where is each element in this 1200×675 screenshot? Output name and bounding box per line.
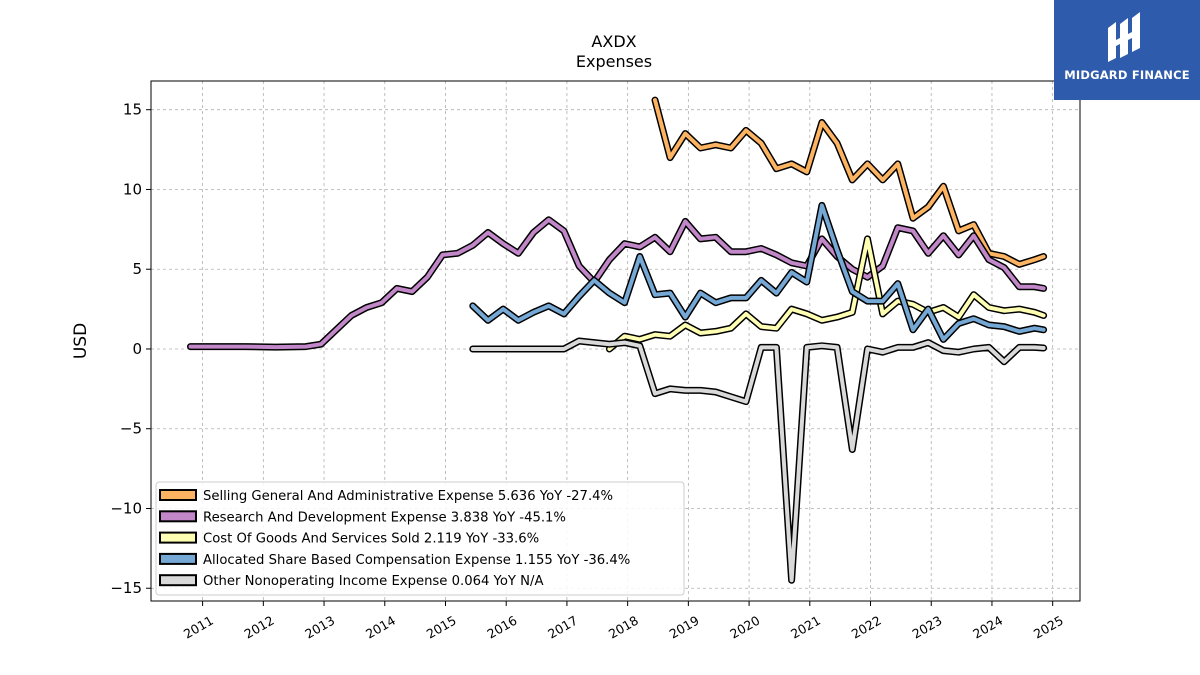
y-tick-label: −5 — [120, 420, 142, 438]
y-tick-label: −10 — [110, 499, 142, 517]
x-tick-label: 2013 — [302, 613, 337, 642]
series-line — [470, 339, 1046, 583]
series-line — [653, 98, 1046, 267]
legend-entry: Cost Of Goods And Services Sold 2.119 Yo… — [203, 532, 539, 547]
plot-frame — [150, 80, 1081, 602]
series-allocated-share-based-compensation-expense — [469, 201, 1048, 343]
x-tick-label: 2019 — [667, 613, 702, 642]
x-tick-label: 2023 — [909, 613, 944, 642]
legend-swatch — [159, 552, 197, 565]
series-line — [607, 236, 1046, 351]
x-tick-label: 2017 — [545, 613, 580, 642]
x-tick-label: 2016 — [484, 613, 519, 642]
legend-entry: Allocated Share Based Compensation Expen… — [203, 553, 630, 568]
series-other-nonoperating-income-expense — [469, 337, 1048, 584]
legend-entry: Research And Development Expense 3.838 Y… — [203, 510, 566, 525]
y-tick-label: −15 — [110, 579, 142, 597]
legend-entry: Other Nonoperating Income Expense 0.064 … — [203, 574, 544, 589]
series-lines — [187, 96, 1048, 584]
y-tick-label: 0 — [132, 340, 142, 358]
x-tick-label: 2011 — [181, 613, 216, 642]
brand-name: MIDGARD FINANCE — [1064, 68, 1190, 82]
x-tick-label: 2018 — [606, 613, 641, 642]
series-line — [188, 217, 1046, 350]
y-axis-label: USD — [71, 323, 91, 359]
legend-swatch — [159, 489, 197, 501]
legend-box — [155, 481, 685, 596]
legend-swatch — [159, 531, 197, 544]
x-tick-label: 2015 — [424, 613, 459, 642]
y-tick-label: 15 — [123, 101, 142, 119]
x-axis-ticks: 2011 2012 2013 2014 2015 2016 2017 2018 2019 2020… — [181, 601, 1066, 642]
y-tick-label: 10 — [123, 180, 142, 198]
chart-title: AXDX — [591, 32, 636, 51]
x-tick-label: 2012 — [242, 613, 277, 642]
midgard-logo-icon — [1108, 12, 1140, 62]
y-tick-label: 5 — [132, 260, 142, 278]
series-selling-general-and-administrative-expense — [651, 96, 1048, 268]
legend-swatch — [159, 574, 197, 587]
x-tick-label: 2021 — [788, 613, 823, 642]
series-cost-of-goods-and-services-sold — [605, 235, 1048, 353]
y-axis-ticks: −15 −10 −5 0 5 10 15 — [110, 101, 151, 597]
brand-logo: MIDGARD FINANCE — [1054, 0, 1200, 100]
legend: Selling General And Administrative Expen… — [155, 481, 685, 596]
series-research-and-development-expense — [187, 216, 1048, 351]
x-tick-label: 2024 — [970, 613, 1005, 642]
x-tick-label: 2025 — [1031, 613, 1066, 642]
x-tick-label: 2020 — [727, 613, 762, 642]
x-tick-label: 2014 — [363, 613, 398, 642]
legend-swatch — [159, 510, 197, 523]
x-tick-label: 2022 — [849, 613, 884, 642]
legend-entry: Selling General And Administrative Expen… — [203, 489, 613, 504]
series-line — [470, 203, 1046, 342]
chart-subtitle: Expenses — [576, 52, 652, 71]
